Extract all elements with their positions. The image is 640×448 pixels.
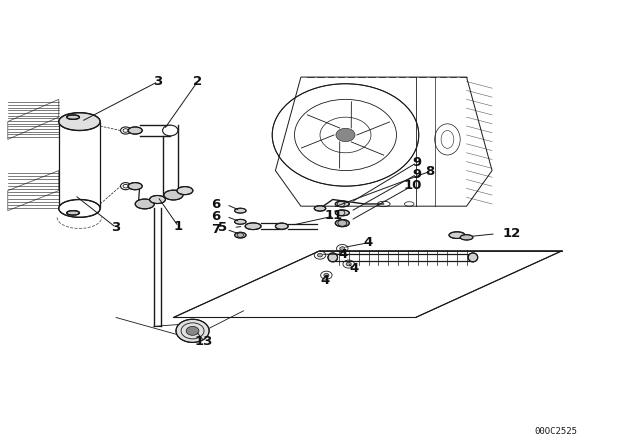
Text: 9: 9: [412, 156, 421, 169]
Polygon shape: [173, 251, 562, 318]
Text: 12: 12: [502, 227, 520, 240]
Circle shape: [336, 128, 355, 142]
Circle shape: [317, 254, 323, 257]
Circle shape: [324, 273, 329, 277]
Text: 13: 13: [195, 335, 213, 348]
Text: 6: 6: [211, 210, 220, 223]
Circle shape: [346, 262, 351, 266]
Ellipse shape: [245, 223, 261, 229]
Ellipse shape: [449, 232, 465, 238]
Text: 5: 5: [218, 221, 227, 234]
Ellipse shape: [335, 210, 349, 216]
Text: 4: 4: [364, 236, 373, 249]
Text: 9: 9: [412, 168, 421, 181]
Ellipse shape: [177, 187, 193, 194]
Text: 4: 4: [339, 248, 348, 261]
Polygon shape: [59, 121, 100, 208]
Polygon shape: [275, 77, 492, 206]
Text: 4: 4: [321, 274, 330, 287]
Text: 11: 11: [325, 210, 343, 223]
Ellipse shape: [468, 253, 477, 262]
Circle shape: [340, 247, 345, 250]
Text: 7: 7: [211, 223, 220, 236]
Ellipse shape: [59, 199, 100, 217]
Text: 3: 3: [111, 221, 121, 234]
Ellipse shape: [235, 232, 246, 238]
Ellipse shape: [67, 115, 79, 119]
Text: 1: 1: [174, 220, 183, 233]
Ellipse shape: [128, 127, 142, 134]
Ellipse shape: [135, 199, 154, 209]
Text: 4: 4: [349, 262, 358, 275]
Circle shape: [186, 327, 199, 335]
Ellipse shape: [67, 211, 79, 215]
Ellipse shape: [335, 201, 349, 207]
Text: 6: 6: [211, 198, 220, 211]
Ellipse shape: [163, 125, 178, 136]
Ellipse shape: [335, 220, 349, 227]
Ellipse shape: [164, 190, 183, 200]
Ellipse shape: [150, 195, 166, 203]
Circle shape: [176, 319, 209, 342]
Text: 8: 8: [425, 165, 434, 178]
Ellipse shape: [235, 208, 246, 213]
Ellipse shape: [235, 220, 246, 224]
Text: 10: 10: [403, 179, 422, 192]
Ellipse shape: [314, 206, 326, 211]
Ellipse shape: [128, 183, 142, 190]
Ellipse shape: [328, 253, 337, 262]
Text: 00OC2525: 00OC2525: [534, 426, 577, 435]
Ellipse shape: [460, 235, 473, 240]
Ellipse shape: [275, 223, 288, 229]
Text: 2: 2: [193, 75, 202, 88]
Text: 3: 3: [154, 75, 163, 88]
Ellipse shape: [59, 113, 100, 130]
